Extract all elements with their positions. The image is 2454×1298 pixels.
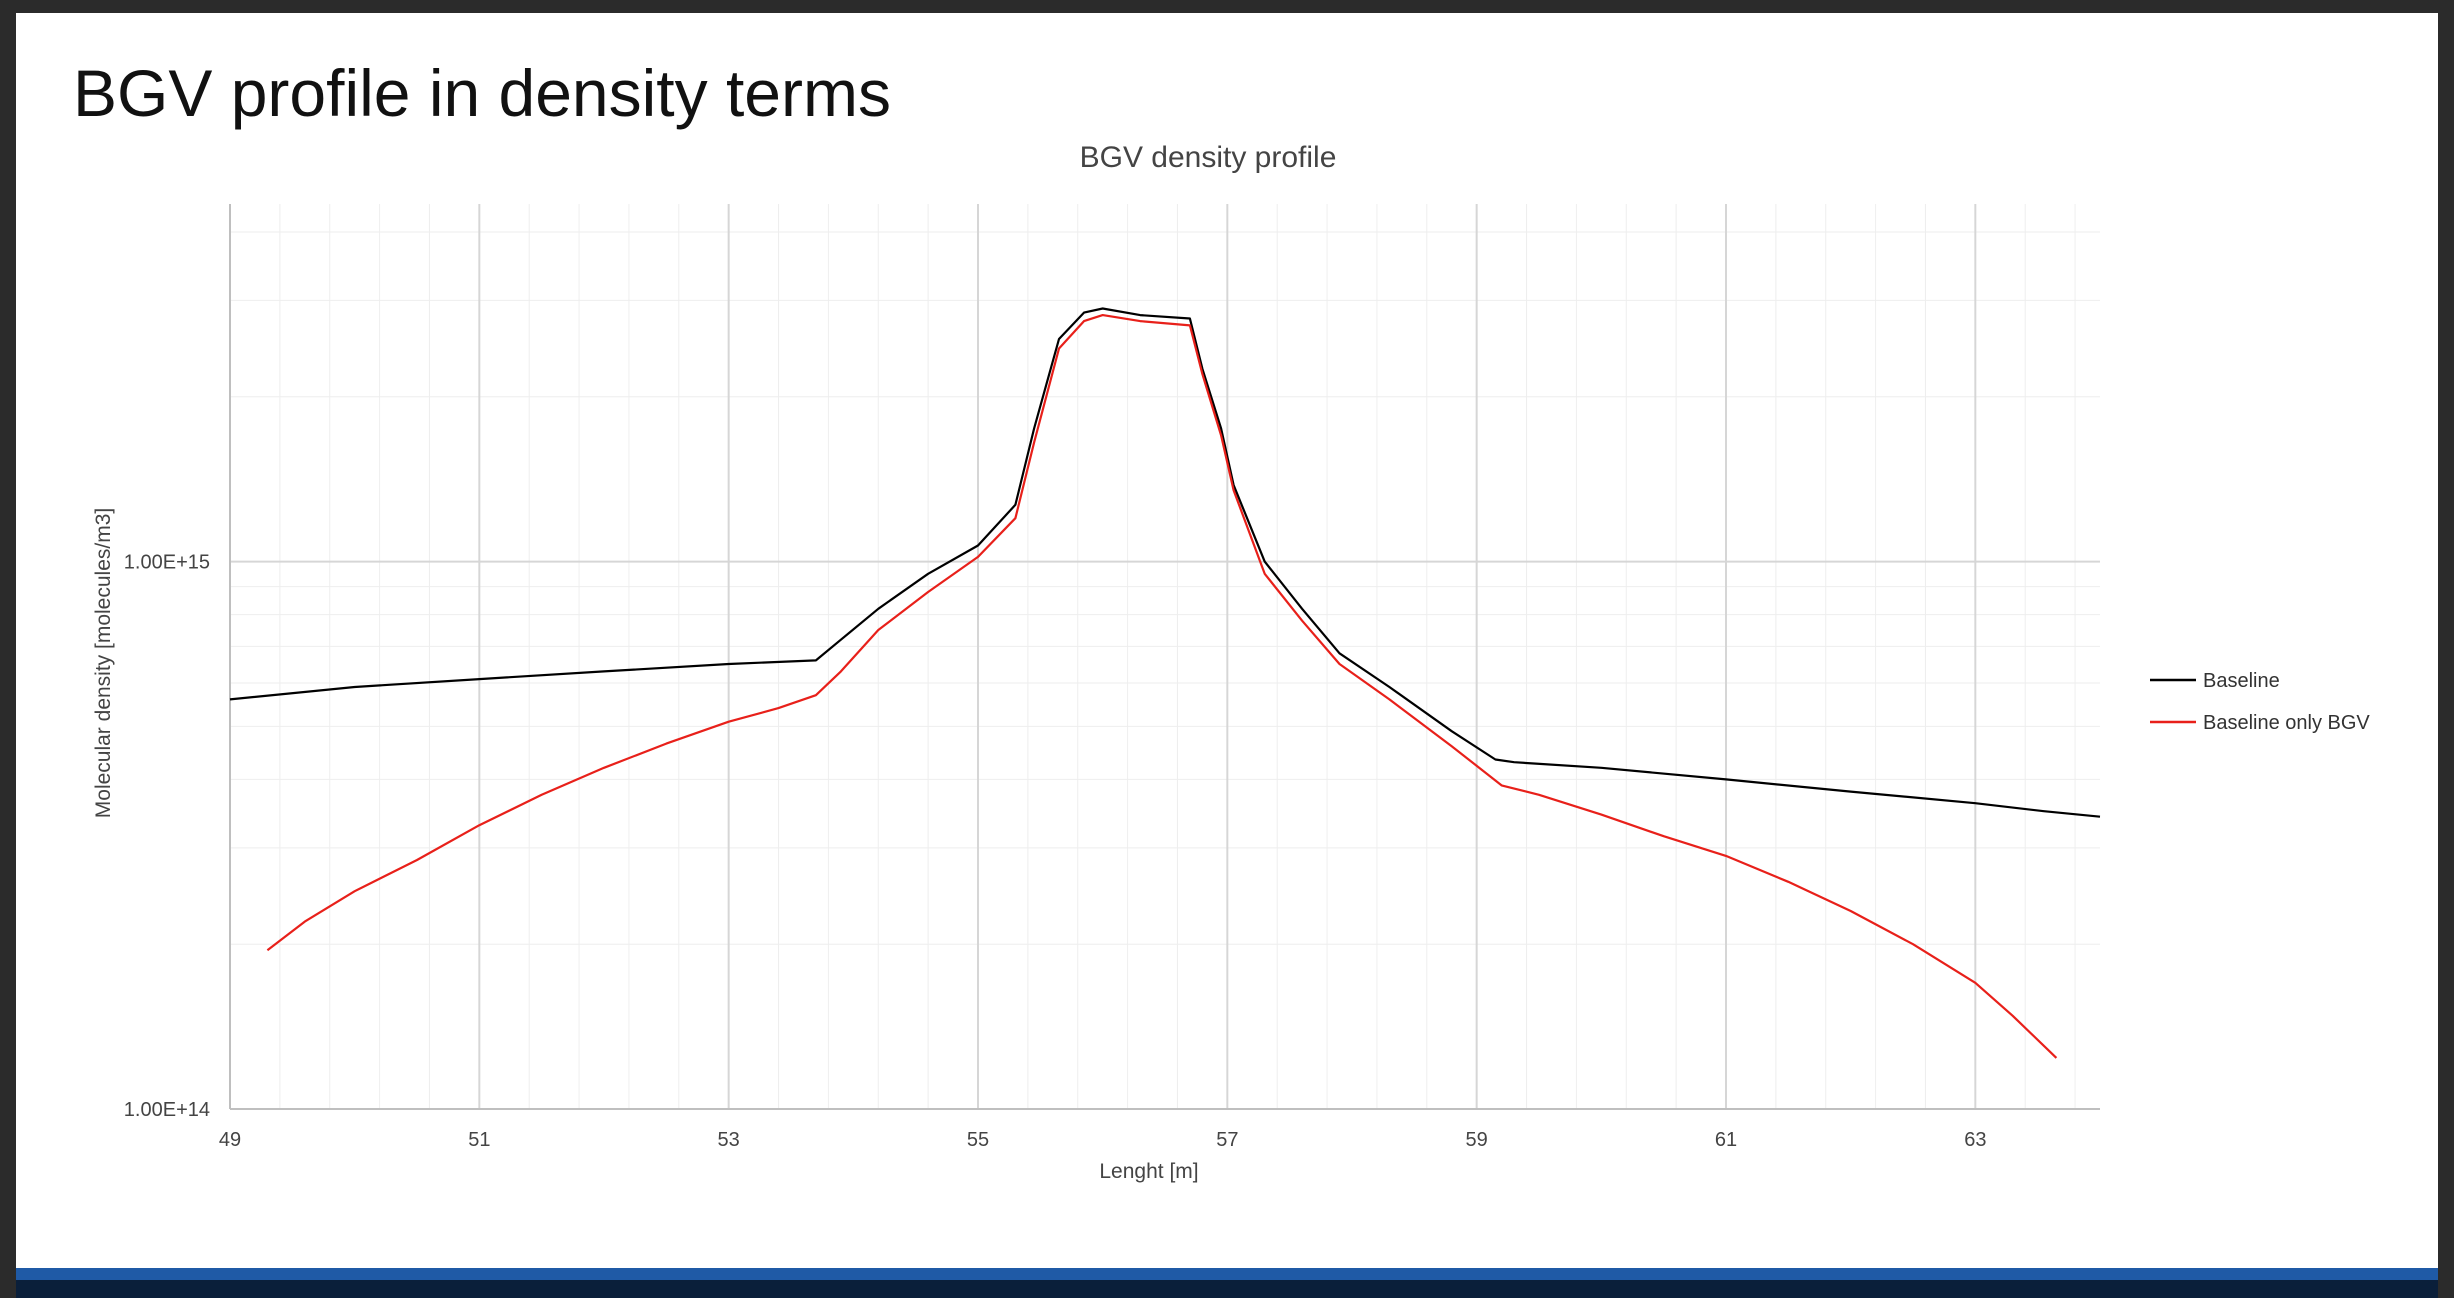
series-lines (229, 307, 2101, 1059)
series-line-1 (229, 307, 2101, 818)
y-tick-label: 1.00E+15 (124, 552, 210, 574)
x-tick-label: 49 (219, 1129, 241, 1151)
x-tick-label: 61 (1715, 1129, 1737, 1151)
x-tick-label: 51 (468, 1129, 490, 1151)
x-tick-label: 59 (1466, 1129, 1488, 1151)
x-tick-label: 63 (1964, 1129, 1986, 1151)
y-axis-label: Molecular density [molecules/m3] (92, 508, 115, 818)
x-tick-label: 53 (718, 1129, 740, 1151)
footer-bar (16, 1268, 2438, 1298)
chart: BGV density profile 49 51 53 55 57 59 61 63 1.0… (92, 141, 2370, 1183)
x-tick-label: 55 (967, 1129, 989, 1151)
grid-major (229, 204, 2100, 1110)
legend-label: Baseline only BGV (2203, 712, 2370, 734)
series-line-2 (266, 314, 2058, 1059)
x-tick-labels: 49 51 53 55 57 59 61 63 (219, 1129, 1987, 1151)
grid-minor (229, 204, 2100, 1109)
slide-title: BGV profile in density terms (73, 56, 891, 130)
x-tick-label: 57 (1216, 1129, 1238, 1151)
y-tick-label: 1.00E+14 (124, 1099, 210, 1121)
x-axis-label: Lenght [m] (1099, 1160, 1198, 1183)
axes (229, 204, 2100, 1110)
legend-label: Baseline (2203, 670, 2280, 692)
legend: Baseline Baseline only BGV (2150, 670, 2370, 734)
y-tick-labels: 1.00E+14 1.00E+15 (124, 552, 210, 1121)
chart-title: BGV density profile (1080, 141, 1337, 174)
slide: BGV profile in density terms BGV density… (16, 13, 2438, 1298)
